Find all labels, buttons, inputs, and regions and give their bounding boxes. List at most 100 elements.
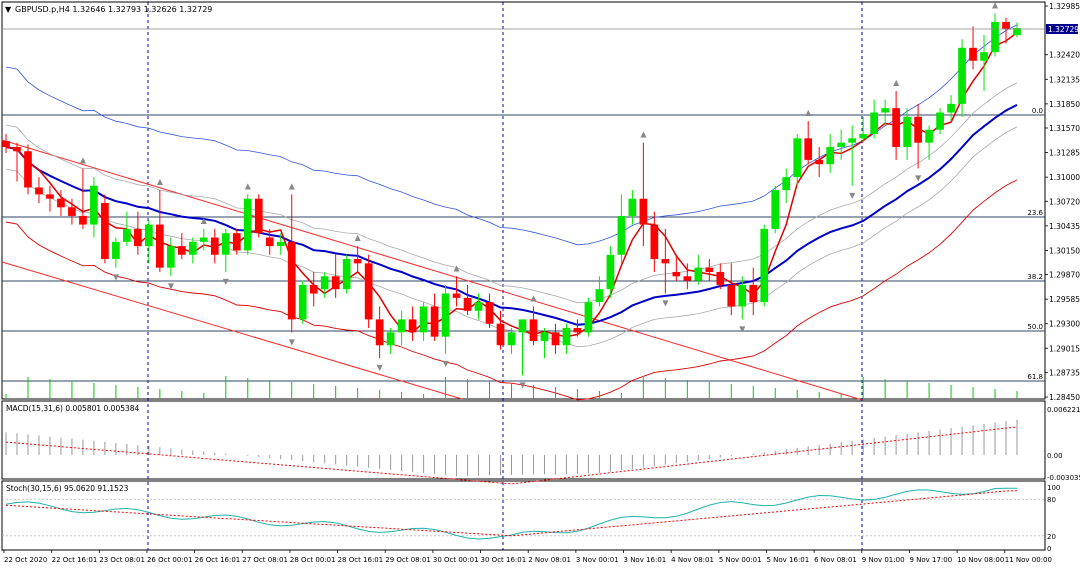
current-price-tag[interactable]: 1.32729 xyxy=(1046,24,1079,34)
candle[interactable] xyxy=(287,194,296,333)
candle[interactable] xyxy=(914,103,922,169)
candle[interactable] xyxy=(35,177,43,204)
candle[interactable] xyxy=(749,267,758,316)
candle[interactable] xyxy=(265,228,274,255)
candle[interactable] xyxy=(79,168,87,229)
fibonacci-levels[interactable]: 0.0 23.6 38.2 50.0 61.8 xyxy=(2,107,1045,382)
candle[interactable] xyxy=(760,224,769,307)
candle[interactable] xyxy=(859,116,867,143)
candle[interactable] xyxy=(364,254,373,329)
candle[interactable] xyxy=(331,254,340,298)
candle[interactable] xyxy=(507,328,516,354)
candle[interactable] xyxy=(320,271,329,298)
candle[interactable] xyxy=(848,125,857,186)
candle[interactable] xyxy=(903,108,911,160)
candle[interactable] xyxy=(145,220,153,264)
candle[interactable] xyxy=(639,142,648,247)
candle[interactable] xyxy=(991,13,999,57)
macd-panel[interactable] xyxy=(1,400,1046,480)
candle[interactable] xyxy=(46,185,54,212)
candle[interactable] xyxy=(408,306,417,341)
candle[interactable] xyxy=(24,144,32,195)
candle[interactable] xyxy=(837,129,846,160)
candle[interactable] xyxy=(925,125,933,160)
stoch-panel[interactable] xyxy=(1,480,1046,551)
candle[interactable] xyxy=(573,319,582,337)
candle[interactable] xyxy=(342,254,351,294)
candle[interactable] xyxy=(397,310,406,346)
candle[interactable] xyxy=(496,310,505,350)
triangle-down-icon[interactable]: ▼ xyxy=(5,5,12,14)
candle[interactable] xyxy=(188,237,197,264)
candle[interactable] xyxy=(947,95,955,122)
candle[interactable] xyxy=(68,198,76,225)
candle[interactable] xyxy=(815,146,824,178)
candle[interactable] xyxy=(969,26,977,70)
candle[interactable] xyxy=(738,276,747,320)
candle[interactable] xyxy=(221,228,230,272)
candle[interactable] xyxy=(90,177,98,238)
candle[interactable] xyxy=(210,228,219,264)
candle[interactable] xyxy=(112,237,120,268)
candle[interactable] xyxy=(199,228,208,251)
candle[interactable] xyxy=(166,237,175,277)
candle[interactable] xyxy=(353,246,362,272)
candle[interactable] xyxy=(243,194,252,255)
candle[interactable] xyxy=(980,34,988,91)
candle[interactable] xyxy=(57,190,65,216)
candle[interactable] xyxy=(463,284,472,316)
candle[interactable] xyxy=(156,190,164,272)
candle[interactable] xyxy=(672,254,681,281)
candle[interactable] xyxy=(101,194,109,264)
candle[interactable] xyxy=(683,263,692,290)
candle[interactable] xyxy=(1002,17,1010,44)
candle[interactable] xyxy=(309,271,318,307)
candle[interactable] xyxy=(793,134,802,186)
candle[interactable] xyxy=(617,194,626,264)
candle[interactable] xyxy=(123,211,131,247)
candle[interactable] xyxy=(276,233,285,255)
candle[interactable] xyxy=(628,190,637,225)
candle[interactable] xyxy=(419,302,428,341)
candle[interactable] xyxy=(13,142,21,182)
candle[interactable] xyxy=(375,306,384,359)
candle[interactable] xyxy=(958,39,966,117)
candle[interactable] xyxy=(298,280,307,324)
candle[interactable] xyxy=(529,306,538,346)
candle[interactable] xyxy=(551,323,560,354)
candle[interactable] xyxy=(2,134,10,154)
candle[interactable] xyxy=(804,121,813,165)
candle[interactable] xyxy=(892,90,900,160)
candle[interactable] xyxy=(518,319,527,376)
candle[interactable] xyxy=(1013,22,1021,37)
candle[interactable] xyxy=(177,233,186,260)
candle[interactable] xyxy=(562,323,571,354)
candle[interactable] xyxy=(650,211,659,272)
main-panel[interactable] xyxy=(1,1,1046,400)
candle[interactable] xyxy=(134,211,142,255)
candle[interactable] xyxy=(441,284,450,354)
candle[interactable] xyxy=(826,134,835,173)
candle[interactable] xyxy=(386,328,395,354)
candle[interactable] xyxy=(881,99,889,126)
candlestick-series[interactable] xyxy=(2,13,1021,376)
candle[interactable] xyxy=(254,194,263,238)
candle[interactable] xyxy=(716,263,725,290)
candle[interactable] xyxy=(661,228,670,294)
candle[interactable] xyxy=(936,108,944,135)
candle[interactable] xyxy=(485,293,494,329)
candle[interactable] xyxy=(430,293,439,341)
candle[interactable] xyxy=(727,263,736,316)
candle[interactable] xyxy=(540,328,549,359)
candle[interactable] xyxy=(705,259,714,281)
candle[interactable] xyxy=(694,254,703,285)
candle[interactable] xyxy=(771,185,780,234)
candle[interactable] xyxy=(452,276,461,307)
candle[interactable] xyxy=(474,293,483,320)
trend-lines[interactable] xyxy=(1,139,863,401)
candle[interactable] xyxy=(595,276,604,307)
candle[interactable] xyxy=(232,228,241,255)
candle[interactable] xyxy=(782,168,791,204)
candle[interactable] xyxy=(870,99,878,139)
